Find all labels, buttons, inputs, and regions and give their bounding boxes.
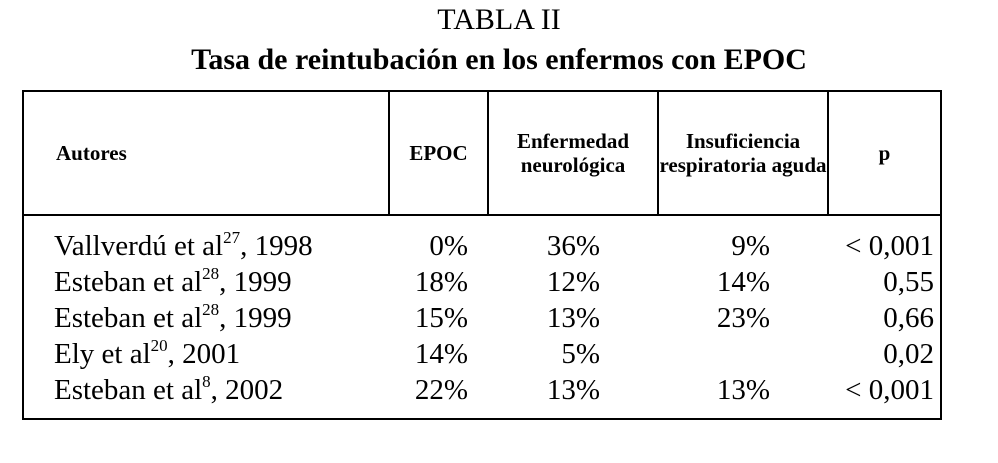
reference: 28 [202, 264, 220, 283]
reference: 8 [202, 372, 211, 391]
data-table: Autores EPOC Enfermedad neurológica Insufic… [22, 90, 942, 420]
year: , 1999 [219, 266, 292, 298]
reference: 28 [202, 300, 220, 319]
value-cell: 13% [716, 374, 770, 406]
table-body: Vallverdú et al27, 1998 0% 36% 9% < 0,001 Est… [23, 215, 941, 419]
value-cell [658, 336, 828, 372]
year: , 2001 [167, 338, 241, 370]
header-row: Autores EPOC Enfermedad neurológica Insufic… [22, 91, 942, 216]
author-name: Esteban et al [54, 302, 203, 334]
value-cell: 22% [414, 374, 468, 406]
value-cell: 5% [561, 338, 600, 370]
author-name: Ely et al [54, 338, 151, 370]
column-header: Insuficiencia respiratoria aguda [657, 91, 829, 216]
value-cell: 36% [546, 230, 600, 262]
value-cell: 14% [716, 266, 770, 298]
value-cell: 12% [546, 266, 600, 298]
column-header: p [827, 91, 942, 216]
value-cell: 0,66 [883, 302, 934, 334]
column-header: Enfermedad neurológica [487, 91, 659, 216]
author-cell: Ely et al20, 2001 [23, 336, 389, 372]
value-cell: 15% [414, 302, 468, 334]
column-header: EPOC [388, 91, 489, 216]
value-cell: 0,55 [883, 266, 934, 298]
table-title: TABLA II [437, 3, 561, 36]
author-cell: Esteban et al8, 2002 [23, 372, 389, 419]
year: , 2002 [210, 374, 284, 406]
value-cell: 13% [546, 302, 600, 334]
table-row: Esteban et al8, 2002 22% 13% 13% < 0,001 [23, 372, 941, 419]
reference: 20 [150, 336, 168, 355]
value-cell: < 0,001 [845, 374, 934, 406]
value-cell: 0% [429, 230, 468, 262]
year: , 1999 [219, 302, 292, 334]
author-cell: Vallverdú et al27, 1998 [23, 215, 389, 264]
value-cell: 14% [414, 338, 468, 370]
author-cell: Esteban et al28, 1999 [23, 300, 389, 336]
table-row: Esteban et al28, 1999 15% 13% 23% 0,66 [23, 300, 941, 336]
table-row: Esteban et al28, 1999 18% 12% 14% 0,55 [23, 264, 941, 300]
author-name: Esteban et al [54, 266, 203, 298]
value-cell: 13% [546, 374, 600, 406]
value-cell: < 0,001 [845, 230, 934, 262]
author-cell: Esteban et al28, 1999 [23, 264, 389, 300]
value-cell: 23% [716, 302, 770, 334]
value-cell: 0,02 [883, 338, 934, 370]
author-name: Esteban et al [54, 374, 203, 406]
author-name: Vallverdú et al [54, 230, 224, 262]
table-row: Ely et al20, 2001 14% 5% 0,02 [23, 336, 941, 372]
value-cell: 9% [731, 230, 770, 262]
table-row: Vallverdú et al27, 1998 0% 36% 9% < 0,001 [23, 215, 941, 264]
value-cell: 18% [414, 266, 468, 298]
table-subtitle: Tasa de reintubación en los enfermos con… [191, 43, 807, 76]
column-header: Autores [22, 91, 390, 216]
reference: 27 [223, 228, 241, 247]
year: , 1998 [240, 230, 313, 262]
